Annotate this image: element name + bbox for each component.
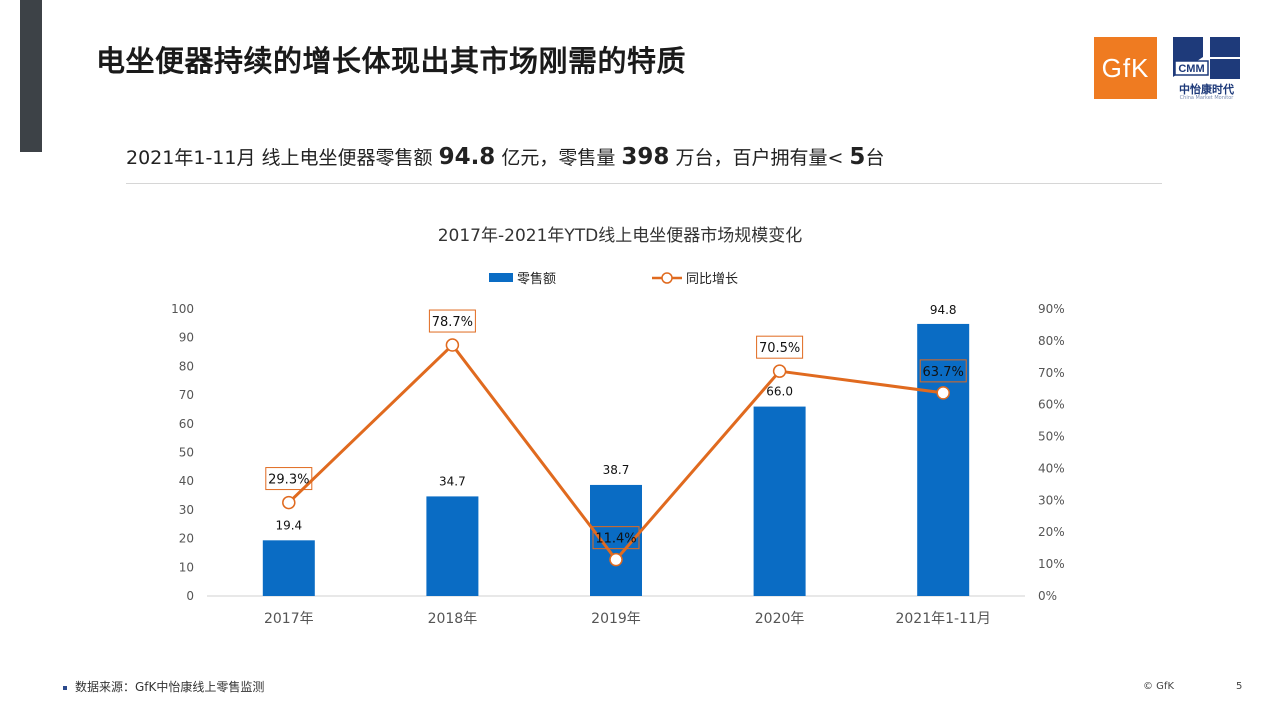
y-left-tick-label: 40 [179, 474, 194, 488]
line-series: 29.3% 78.7% 11.4% 70.5% 63.7% [265, 309, 967, 567]
bar-data-label: 66.0 [766, 385, 793, 399]
bar-data-label: 38.7 [603, 463, 630, 477]
x-tick-label: 2020年 [755, 611, 805, 627]
copyright: © GfK [1143, 681, 1175, 692]
y-left-tick-label: 80 [179, 359, 194, 373]
line-point [609, 552, 623, 567]
y-right-tick-label: 10% [1038, 557, 1065, 571]
y-right-tick-label: 40% [1038, 461, 1065, 475]
line-label-box [756, 335, 804, 359]
bar [262, 540, 315, 596]
y-right-tick-label: 70% [1038, 366, 1065, 380]
chart-legend: 零售额 同比增长 [489, 271, 738, 287]
cmm-logo-subtitle: China Market Monitor [1179, 95, 1234, 101]
x-tick-label: 2017年 [264, 611, 314, 627]
line-point [772, 364, 787, 378]
side-accent-bar [20, 0, 42, 152]
headline-text-3: 万台，百户拥有量< [669, 147, 850, 169]
line-data-label: 78.7% [432, 315, 473, 330]
y-right-tick-label: 30% [1038, 493, 1065, 507]
headline-divider [126, 183, 1162, 184]
y-left-tick-label: 50 [179, 446, 194, 460]
y-right-tick-label: 80% [1038, 334, 1065, 348]
legend-bar-swatch [489, 273, 513, 282]
bar-data-label: 34.7 [439, 474, 466, 488]
bar-series: 19.4 34.7 38.7 66.0 94.8 [262, 303, 970, 596]
cmm-logo-mark-icon: CMM [1173, 37, 1240, 79]
line-point [282, 495, 296, 510]
y-left-tick-label: 10 [179, 560, 194, 574]
line-data-label: 11.4% [595, 532, 636, 547]
page-title: 电坐便器持续的增长体现出其市场刚需的特质 [96, 44, 687, 78]
line-point [936, 386, 950, 400]
line-data-label: 63.7% [923, 365, 964, 380]
data-source-text: 数据来源：GfK中怡康线上零售监测 [75, 680, 265, 694]
bar-data-label: 94.8 [930, 303, 957, 317]
headline-stats: 2021年1-11月 线上电坐便器零售额 94.8 亿元，零售量 398 万台，… [126, 143, 884, 170]
y-left-tick-label: 90 [179, 331, 194, 345]
x-tick-label: 2018年 [428, 611, 478, 627]
line-label-box [428, 309, 476, 333]
headline-text-1: 2021年1-11月 线上电坐便器零售额 [126, 147, 439, 169]
bullet-square-icon [63, 685, 67, 690]
bar [426, 496, 479, 596]
cmm-logo-name: 中怡康时代 [1179, 83, 1234, 96]
y-left-tick-label: 30 [179, 503, 194, 517]
bar [753, 406, 806, 596]
data-source-note: 数据来源：GfK中怡康线上零售监测 [63, 678, 264, 695]
line-data-label: 29.3% [268, 473, 309, 488]
gfk-logo-text: GfK [1101, 52, 1150, 83]
y-right-tick-label: 20% [1038, 525, 1065, 539]
line-label-box [265, 467, 313, 491]
y-left-tick-label: 100 [171, 302, 194, 316]
legend-bar-label: 零售额 [517, 271, 556, 287]
y-left-tick-label: 20 [179, 532, 194, 546]
line-data-label: 70.5% [759, 341, 800, 356]
headline-volume-value: 398 [621, 144, 670, 170]
y-left-tick-label: 0 [186, 589, 194, 603]
headline-ownership-value: 5 [849, 144, 866, 170]
headline-text-4: 台 [865, 147, 885, 169]
x-tick-label: 2019年 [591, 611, 641, 627]
legend-line-marker [661, 272, 673, 284]
y-right-tick-label: 90% [1038, 302, 1065, 316]
legend-line-label: 同比增长 [686, 272, 738, 287]
cmm-logo: CMM 中怡康时代 China Market Monitor [1173, 37, 1240, 101]
y-right-tick-label: 50% [1038, 430, 1065, 444]
line-label-box [592, 526, 640, 550]
line-label-box [919, 359, 967, 383]
y-right-tick-label: 60% [1038, 398, 1065, 412]
bar [917, 323, 970, 596]
cmm-logo-mark-text: CMM [1178, 63, 1204, 75]
x-tick-label: 2021年1-11月 [895, 611, 990, 627]
chart-title: 2017年-2021年YTD线上电坐便器市场规模变化 [437, 226, 803, 246]
y-right-tick-label: 0% [1038, 589, 1057, 603]
bar-data-label: 19.4 [275, 518, 302, 532]
line-point [445, 338, 460, 352]
gfk-logo: GfK [1094, 37, 1157, 99]
page-number: 5 [1236, 681, 1243, 692]
y-left-tick-label: 70 [179, 388, 194, 402]
y-left-tick-label: 60 [179, 417, 194, 431]
chart-axes: 0 10 20 30 40 50 60 70 80 90 100 0% 10% 20% 30% 40% 50% 6… [171, 302, 1065, 627]
headline-sales-value: 94.8 [438, 144, 496, 170]
headline-text-2: 亿元，零售量 [495, 147, 622, 169]
